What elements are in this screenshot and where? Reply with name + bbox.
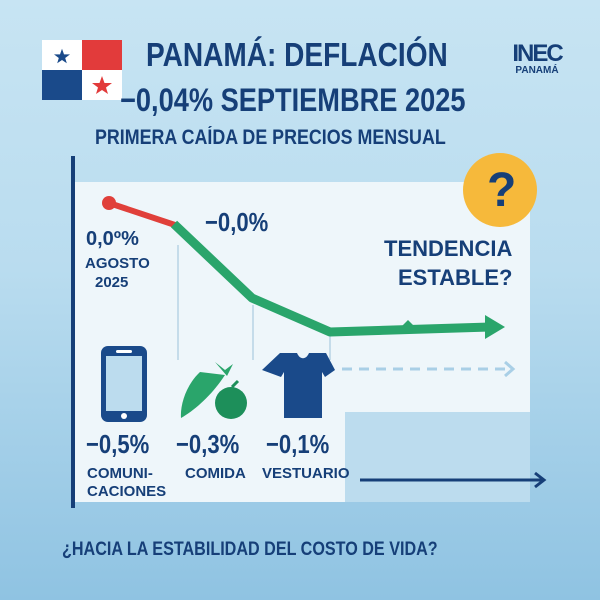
tshirt-icon xyxy=(262,353,335,418)
category-value-food: −0,3% xyxy=(176,429,240,459)
start-month: AGOSTO xyxy=(85,255,150,272)
page-tagline: PRIMERA CAÍDA DE PRECIOS MENSUAL xyxy=(95,126,446,149)
start-year: 2025 xyxy=(95,274,129,291)
mid-value: −0,0% xyxy=(205,207,269,237)
start-point xyxy=(102,196,116,210)
vertical-axis xyxy=(71,156,75,508)
water-area xyxy=(345,412,530,502)
panama-flag xyxy=(42,40,122,100)
category-label-clothing: VESTUARIO xyxy=(262,465,350,482)
trend-red-segment xyxy=(108,200,176,228)
trend-question-2: ESTABLE? xyxy=(398,265,513,290)
category-label-communications: COMUNI- CACIONES xyxy=(87,465,167,500)
page-title: PANAMÁ: DEFLACIÓN xyxy=(146,36,448,73)
smartphone-icon xyxy=(101,346,147,422)
start-value: 0,0º% xyxy=(86,228,139,250)
question-mark-icon: ? xyxy=(487,164,517,217)
category-label-food: COMIDA xyxy=(185,465,246,482)
page-subtitle: −0,04% SEPTIEMBRE 2025 xyxy=(120,82,466,118)
inec-logo: INEC PANAMÁ xyxy=(512,40,563,76)
category-value-communications: −0,5% xyxy=(86,429,150,459)
footer-question: ¿HACIA LA ESTABILIDAD DEL COSTO DE VIDA? xyxy=(62,539,438,560)
question-badge xyxy=(463,153,537,227)
category-value-clothing: −0,1% xyxy=(266,429,330,459)
trend-question: TENDENCIA xyxy=(384,236,513,261)
food-icon xyxy=(180,362,247,419)
